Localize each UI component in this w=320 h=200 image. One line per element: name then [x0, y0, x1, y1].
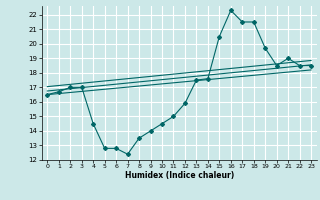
X-axis label: Humidex (Indice chaleur): Humidex (Indice chaleur) [124, 171, 234, 180]
